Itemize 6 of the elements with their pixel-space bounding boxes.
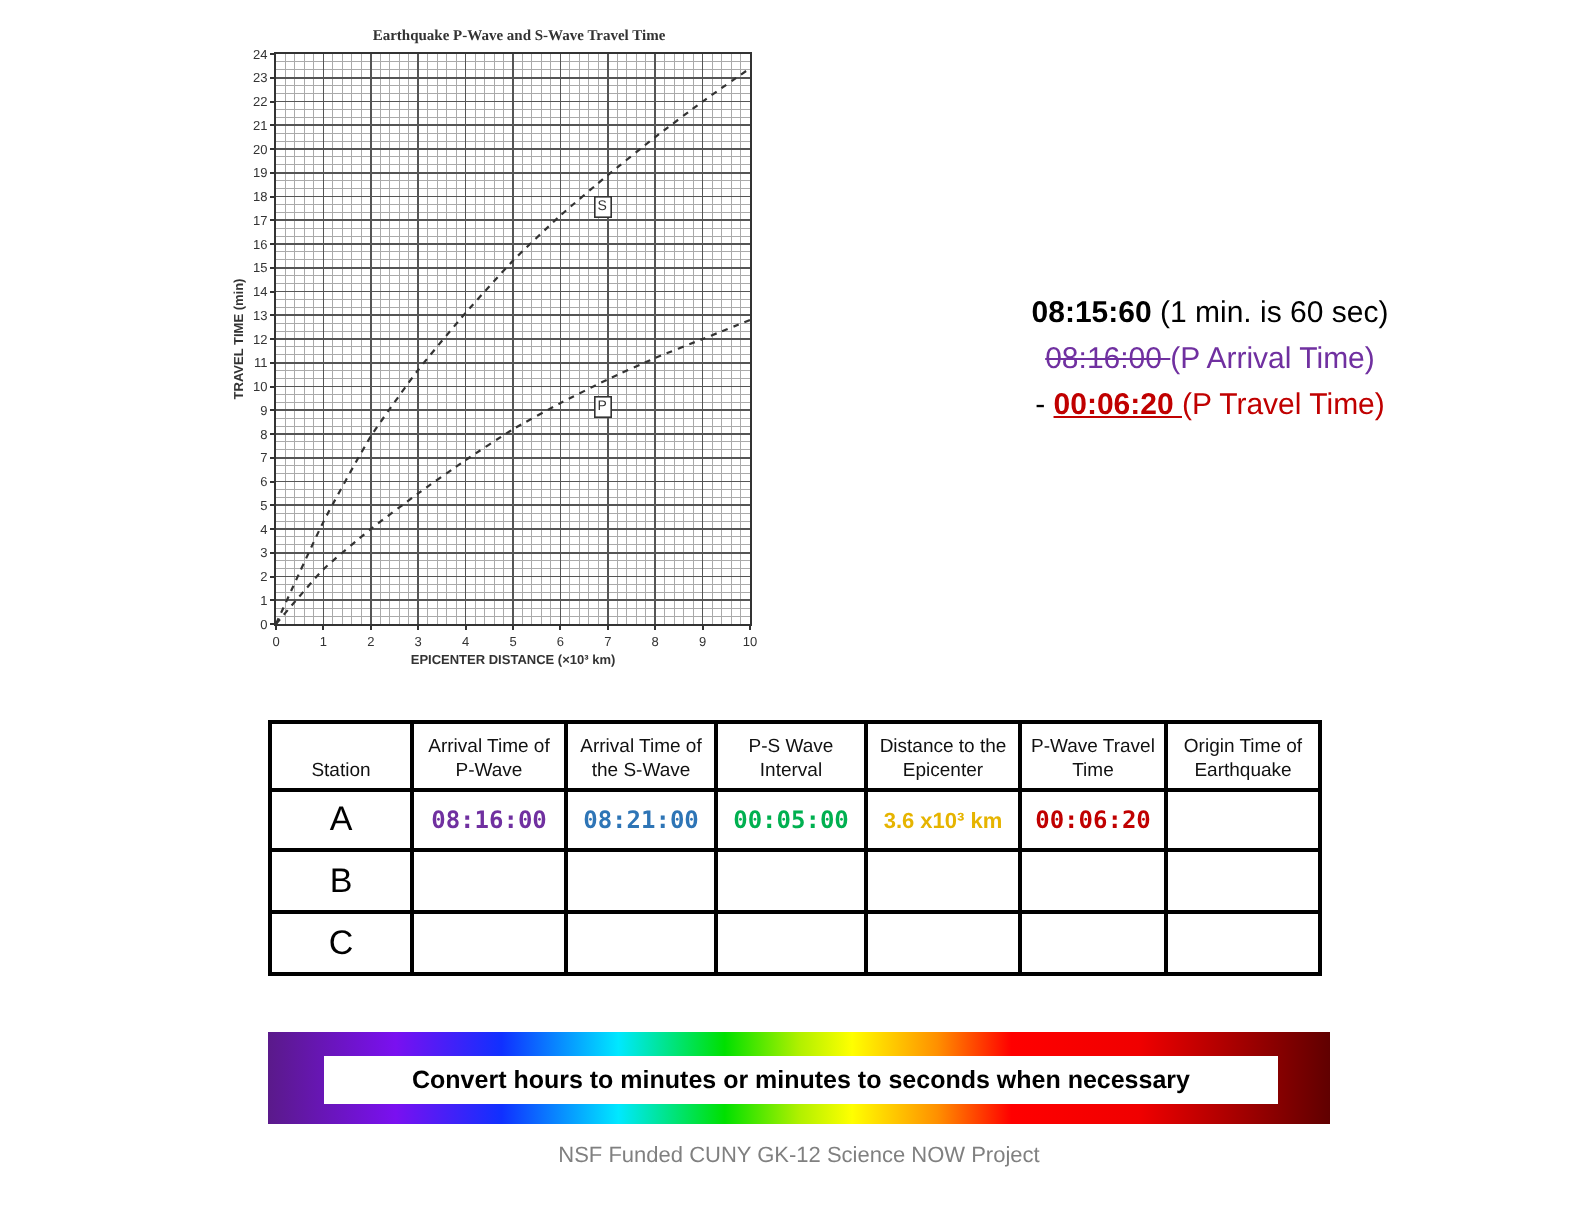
text: NSF Funded CUNY GK-12 Science NOW Project <box>558 1144 1040 1168</box>
text: 08:16:00 (P Arrival Time) <box>1045 342 1375 376</box>
text: - 00:06:20 (P Travel Time) <box>1035 388 1385 422</box>
text: 08:15:60 (1 min. is 60 sec) <box>1031 296 1389 330</box>
spectrum-banner: Convert hours to minutes or minutes to seconds when necessary <box>268 1032 1330 1124</box>
worksheet-table: Station Arrival Time of P-Wave Arrival Time of the S-Wave P-S Wave Interval Distance to the Epicenter P-Wave Travel Time Origin Time of Earthquake A 08:16:00 08:21:00 00:05:00 3.6 x10³ km 00:06:20 B C <box>268 720 1322 976</box>
